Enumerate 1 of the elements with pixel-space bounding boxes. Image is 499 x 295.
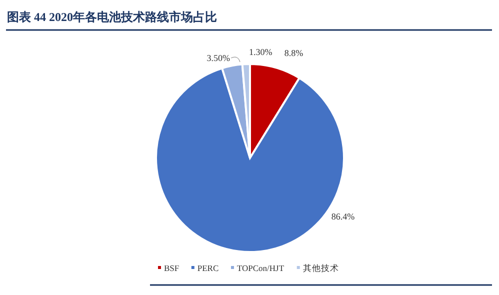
- title: 图表 44 2020年各电池技术路线市场占比: [7, 10, 217, 24]
